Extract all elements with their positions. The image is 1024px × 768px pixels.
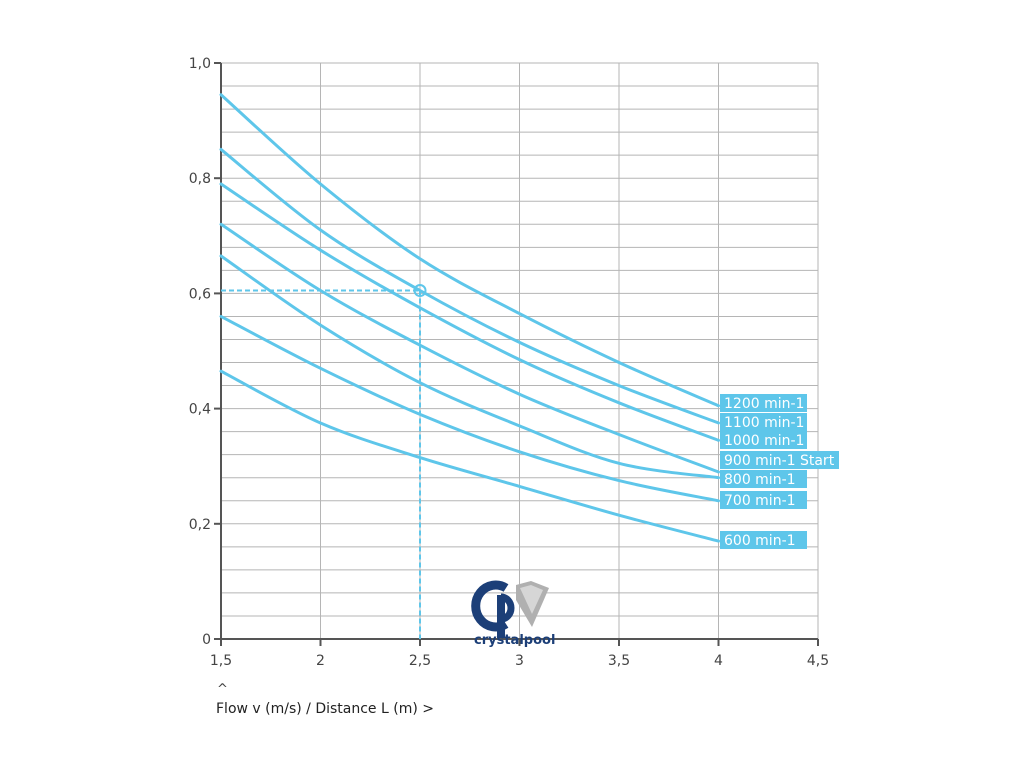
series-label: 1000 min-1 (720, 431, 807, 449)
series-label: 1100 min-1 (720, 413, 807, 431)
crystalpool-logo: crystalpool (471, 580, 555, 648)
series-label-text: 1000 min-1 (724, 433, 804, 449)
x-tick-label: 4 (714, 653, 723, 669)
series-label-box (720, 394, 807, 412)
series-label-text: 1100 min-1 (724, 415, 804, 431)
x-tick-label: 1,5 (210, 653, 232, 669)
y-tick-label: 0 (202, 632, 211, 648)
series-label-box (720, 531, 807, 549)
series-line (219, 222, 720, 474)
series-label: 1200 min-1 (720, 394, 807, 412)
x-tick-label: 3,5 (608, 653, 630, 669)
series-label-box (720, 491, 807, 509)
grid (221, 62, 819, 640)
operating-point-marker (413, 284, 427, 298)
series-line (219, 147, 720, 425)
series-line (219, 314, 720, 503)
x-tick-label: 3 (515, 653, 524, 669)
y-tick-label: 0,4 (189, 402, 211, 418)
series-label: 600 min-1 (720, 531, 807, 549)
guide-lines (221, 284, 427, 639)
y-tick-label: 1,0 (189, 56, 211, 72)
series-label-box (720, 431, 807, 449)
series-label-text: 800 min-1 (724, 472, 796, 488)
logo-text: crystalpool (474, 633, 555, 648)
series-lines (219, 93, 720, 543)
series-label: 800 min-1 (720, 470, 807, 488)
y-tick-labels: 0 0,2 0,4 0,6 0,8 1,0 (189, 56, 211, 648)
series-line (219, 369, 720, 543)
series-label-text: 700 min-1 (724, 493, 796, 509)
series-label-text: 600 min-1 (724, 533, 796, 549)
x-axis-label: Flow v (m/s) / Distance L (m) > (216, 701, 434, 717)
y-tick-label: 0,6 (189, 286, 211, 302)
logo-c-shape (471, 580, 509, 632)
up-caret-icon: ^ (217, 682, 228, 697)
series-line (219, 254, 720, 480)
x-tick-label: 2,5 (409, 653, 431, 669)
series-line (219, 182, 720, 442)
series-label-text: 1200 min-1 (724, 396, 804, 412)
series-labels: 1200 min-1 1100 min-1 1000 min-1 900 min-1 … (720, 394, 839, 549)
series-label-text: 900 min-1 Start (724, 453, 835, 469)
x-tick-label: 4,5 (807, 653, 829, 669)
logo-diamond-facet (520, 585, 543, 614)
y-tick-label: 0,8 (189, 171, 211, 187)
x-tick-label: 2 (316, 653, 325, 669)
series-label-box (720, 470, 807, 488)
x-tick-labels: 1,5 2 2,5 3 3,5 4 4,5 (210, 653, 829, 669)
logo-p-bowl (500, 593, 515, 623)
series-label-box (720, 413, 807, 431)
series-label: 700 min-1 (720, 491, 807, 509)
series-label: 900 min-1 Start (720, 451, 839, 469)
series-line (219, 93, 720, 408)
axes (214, 62, 819, 646)
series-label-box (720, 451, 839, 469)
y-tick-label: 0,2 (189, 517, 211, 533)
